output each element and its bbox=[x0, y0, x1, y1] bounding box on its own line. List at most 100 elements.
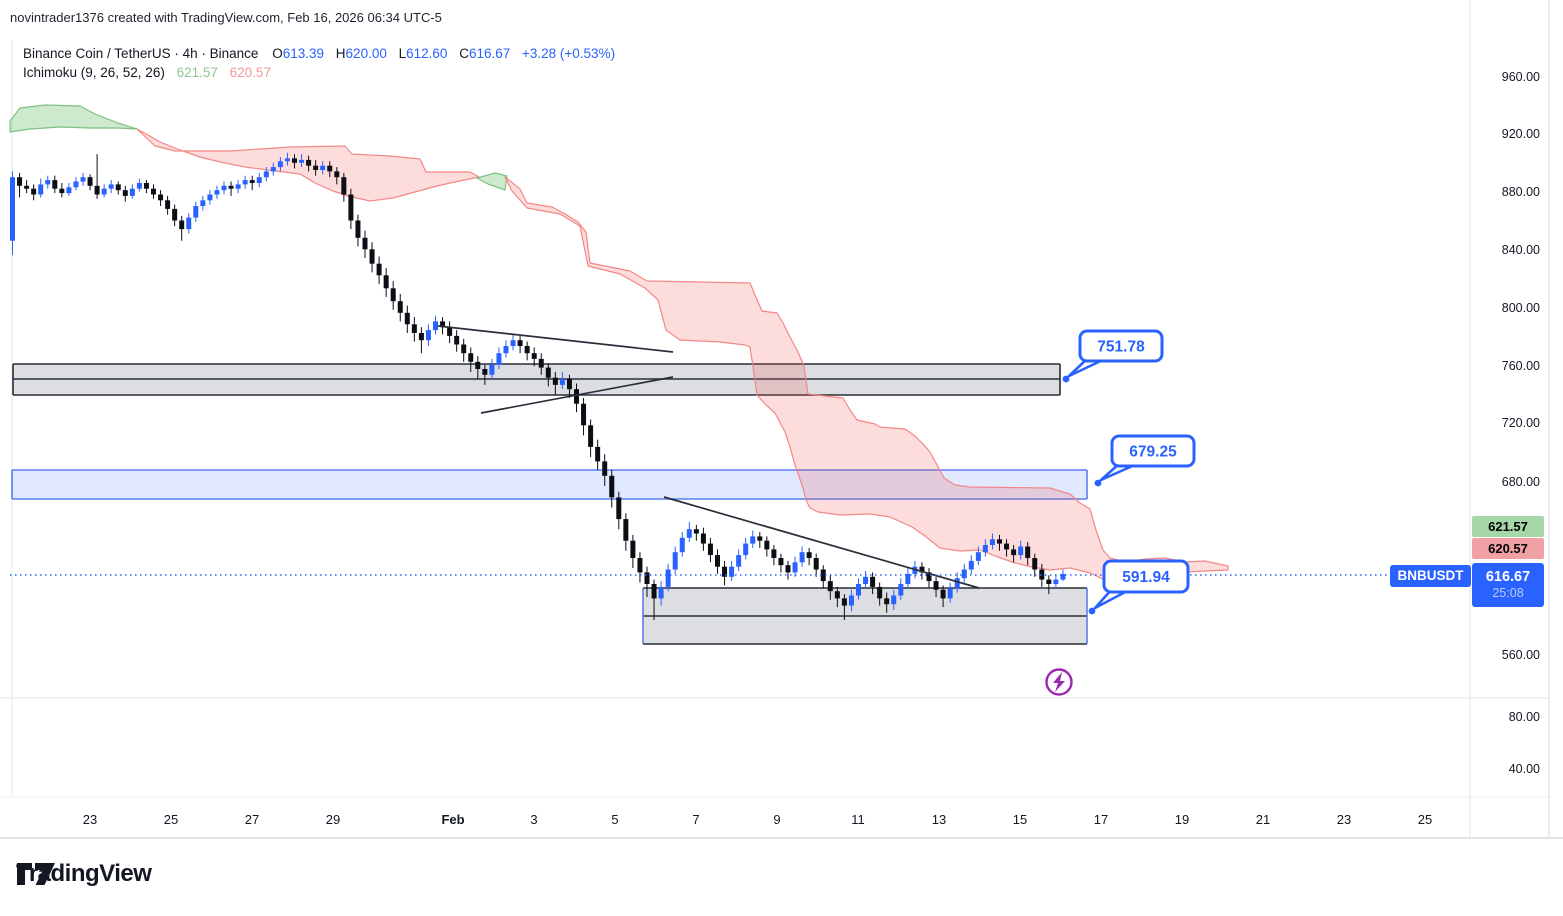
candle-down bbox=[1025, 546, 1031, 558]
candle-down bbox=[24, 185, 30, 189]
time-axis-label: 25 bbox=[163, 812, 179, 827]
candle-up bbox=[136, 183, 142, 189]
ohlc-close-label: C bbox=[459, 46, 469, 61]
candle-up bbox=[503, 346, 509, 354]
time-axis-label: 17 bbox=[1093, 812, 1109, 827]
bar-countdown: 25:08 bbox=[1492, 586, 1524, 600]
candle-up bbox=[200, 200, 206, 206]
candle-down bbox=[17, 177, 23, 186]
triangle-upper-line[interactable] bbox=[437, 325, 674, 353]
candle-down bbox=[919, 566, 925, 573]
candle-up bbox=[658, 586, 664, 599]
candle-down bbox=[524, 346, 530, 354]
callout-price-text: 751.78 bbox=[1097, 339, 1145, 356]
candle-up bbox=[263, 171, 269, 178]
candle-up bbox=[108, 184, 114, 189]
candle-down bbox=[94, 185, 100, 195]
candle-up bbox=[73, 181, 79, 188]
candle-down bbox=[1032, 558, 1038, 570]
candle-down bbox=[693, 529, 699, 534]
candle-up bbox=[270, 167, 276, 172]
ichimoku-span-a-value: 621.57 bbox=[176, 65, 218, 80]
candle-down bbox=[1004, 543, 1010, 550]
time-axis-label: 23 bbox=[1336, 812, 1352, 827]
price-callout-591.94[interactable] bbox=[1102, 559, 1190, 594]
candle-down bbox=[820, 569, 826, 582]
candle-down bbox=[87, 177, 93, 186]
candle-up bbox=[1053, 579, 1059, 584]
ohlc-low-value: 612.60 bbox=[406, 46, 448, 61]
price-callout-679.25[interactable] bbox=[1110, 434, 1196, 468]
candle-down bbox=[1011, 549, 1017, 556]
price-callout-751.78[interactable] bbox=[1078, 329, 1164, 363]
price-axis-label: 720.00 bbox=[1501, 416, 1540, 430]
candle-down bbox=[630, 540, 636, 558]
candle-up bbox=[891, 595, 897, 605]
symbol-title[interactable]: Binance Coin / TetherUS bbox=[23, 46, 171, 61]
candle-down bbox=[581, 403, 587, 426]
candle-up bbox=[792, 562, 798, 573]
candle-down bbox=[813, 558, 819, 570]
candle-up bbox=[80, 177, 86, 182]
resistance-zone-679[interactable] bbox=[12, 470, 1087, 499]
time-axis-label: Feb bbox=[441, 812, 465, 827]
candle-up bbox=[242, 180, 248, 185]
candle-up bbox=[101, 188, 107, 195]
candle-down bbox=[249, 180, 255, 183]
callout-price-text: 679.25 bbox=[1129, 444, 1177, 461]
price-axis-label: 760.00 bbox=[1501, 359, 1540, 373]
candle-down bbox=[115, 184, 121, 191]
price-axis-label: 40.00 bbox=[1508, 762, 1540, 776]
candle-up bbox=[989, 539, 995, 545]
ichimoku-cloud-green-patch-2 bbox=[476, 172, 508, 191]
price-axis-label: 880.00 bbox=[1501, 185, 1540, 199]
candle-down bbox=[722, 566, 728, 577]
time-axis-label: 27 bbox=[244, 812, 260, 827]
timeframe[interactable]: 4h bbox=[182, 46, 198, 61]
candle-up bbox=[898, 584, 904, 596]
symbol-header[interactable]: Binance Coin / TetherUS · 4h · Binance O… bbox=[23, 46, 616, 61]
candle-down bbox=[997, 539, 1002, 544]
candle-down bbox=[143, 183, 149, 189]
candle-up bbox=[947, 588, 953, 599]
candle-down bbox=[151, 188, 156, 195]
candle-down bbox=[172, 208, 178, 221]
candle-down bbox=[334, 171, 340, 178]
tradingview-logo[interactable]: TradingView bbox=[16, 860, 152, 888]
time-axis-label: 25 bbox=[1417, 812, 1433, 827]
candle-down bbox=[383, 275, 389, 289]
price-axis-label: 800.00 bbox=[1501, 301, 1540, 315]
candle-up bbox=[425, 330, 431, 341]
candle-down bbox=[785, 565, 791, 573]
candle-down bbox=[306, 159, 312, 166]
candle-down bbox=[165, 200, 171, 209]
price-axis-label: 560.00 bbox=[1501, 648, 1540, 662]
ichimoku-span-b-value: 620.57 bbox=[229, 65, 271, 80]
time-axis-label: 3 bbox=[530, 812, 538, 827]
candle-up bbox=[66, 187, 72, 194]
candle-up bbox=[856, 584, 861, 596]
descending-trendline[interactable] bbox=[663, 496, 980, 589]
candle-down bbox=[771, 549, 777, 558]
candle-down bbox=[327, 165, 333, 172]
candle-up bbox=[982, 545, 988, 553]
indicator-name[interactable]: Ichimoku (9, 26, 52, 26) bbox=[23, 65, 165, 80]
candle-down bbox=[707, 543, 713, 556]
candle-down bbox=[348, 194, 354, 221]
candle-down bbox=[764, 540, 770, 550]
indicator-legend[interactable]: Ichimoku (9, 26, 52, 26) 621.57 620.57 bbox=[23, 65, 271, 80]
candle-up bbox=[284, 158, 290, 162]
candle-up bbox=[559, 379, 565, 385]
time-axis-label: 11 bbox=[851, 812, 865, 827]
candle-down bbox=[468, 353, 474, 362]
triangle-lower-line[interactable] bbox=[480, 376, 674, 414]
candle-down bbox=[376, 263, 382, 276]
candle-up bbox=[961, 569, 967, 579]
candle-down bbox=[179, 220, 185, 230]
candle-down bbox=[609, 475, 615, 498]
candle-up bbox=[1018, 546, 1024, 556]
candle-down bbox=[602, 461, 608, 476]
candle-down bbox=[475, 361, 481, 369]
ichimoku-cloud-pink-patch-3 bbox=[504, 176, 1229, 582]
